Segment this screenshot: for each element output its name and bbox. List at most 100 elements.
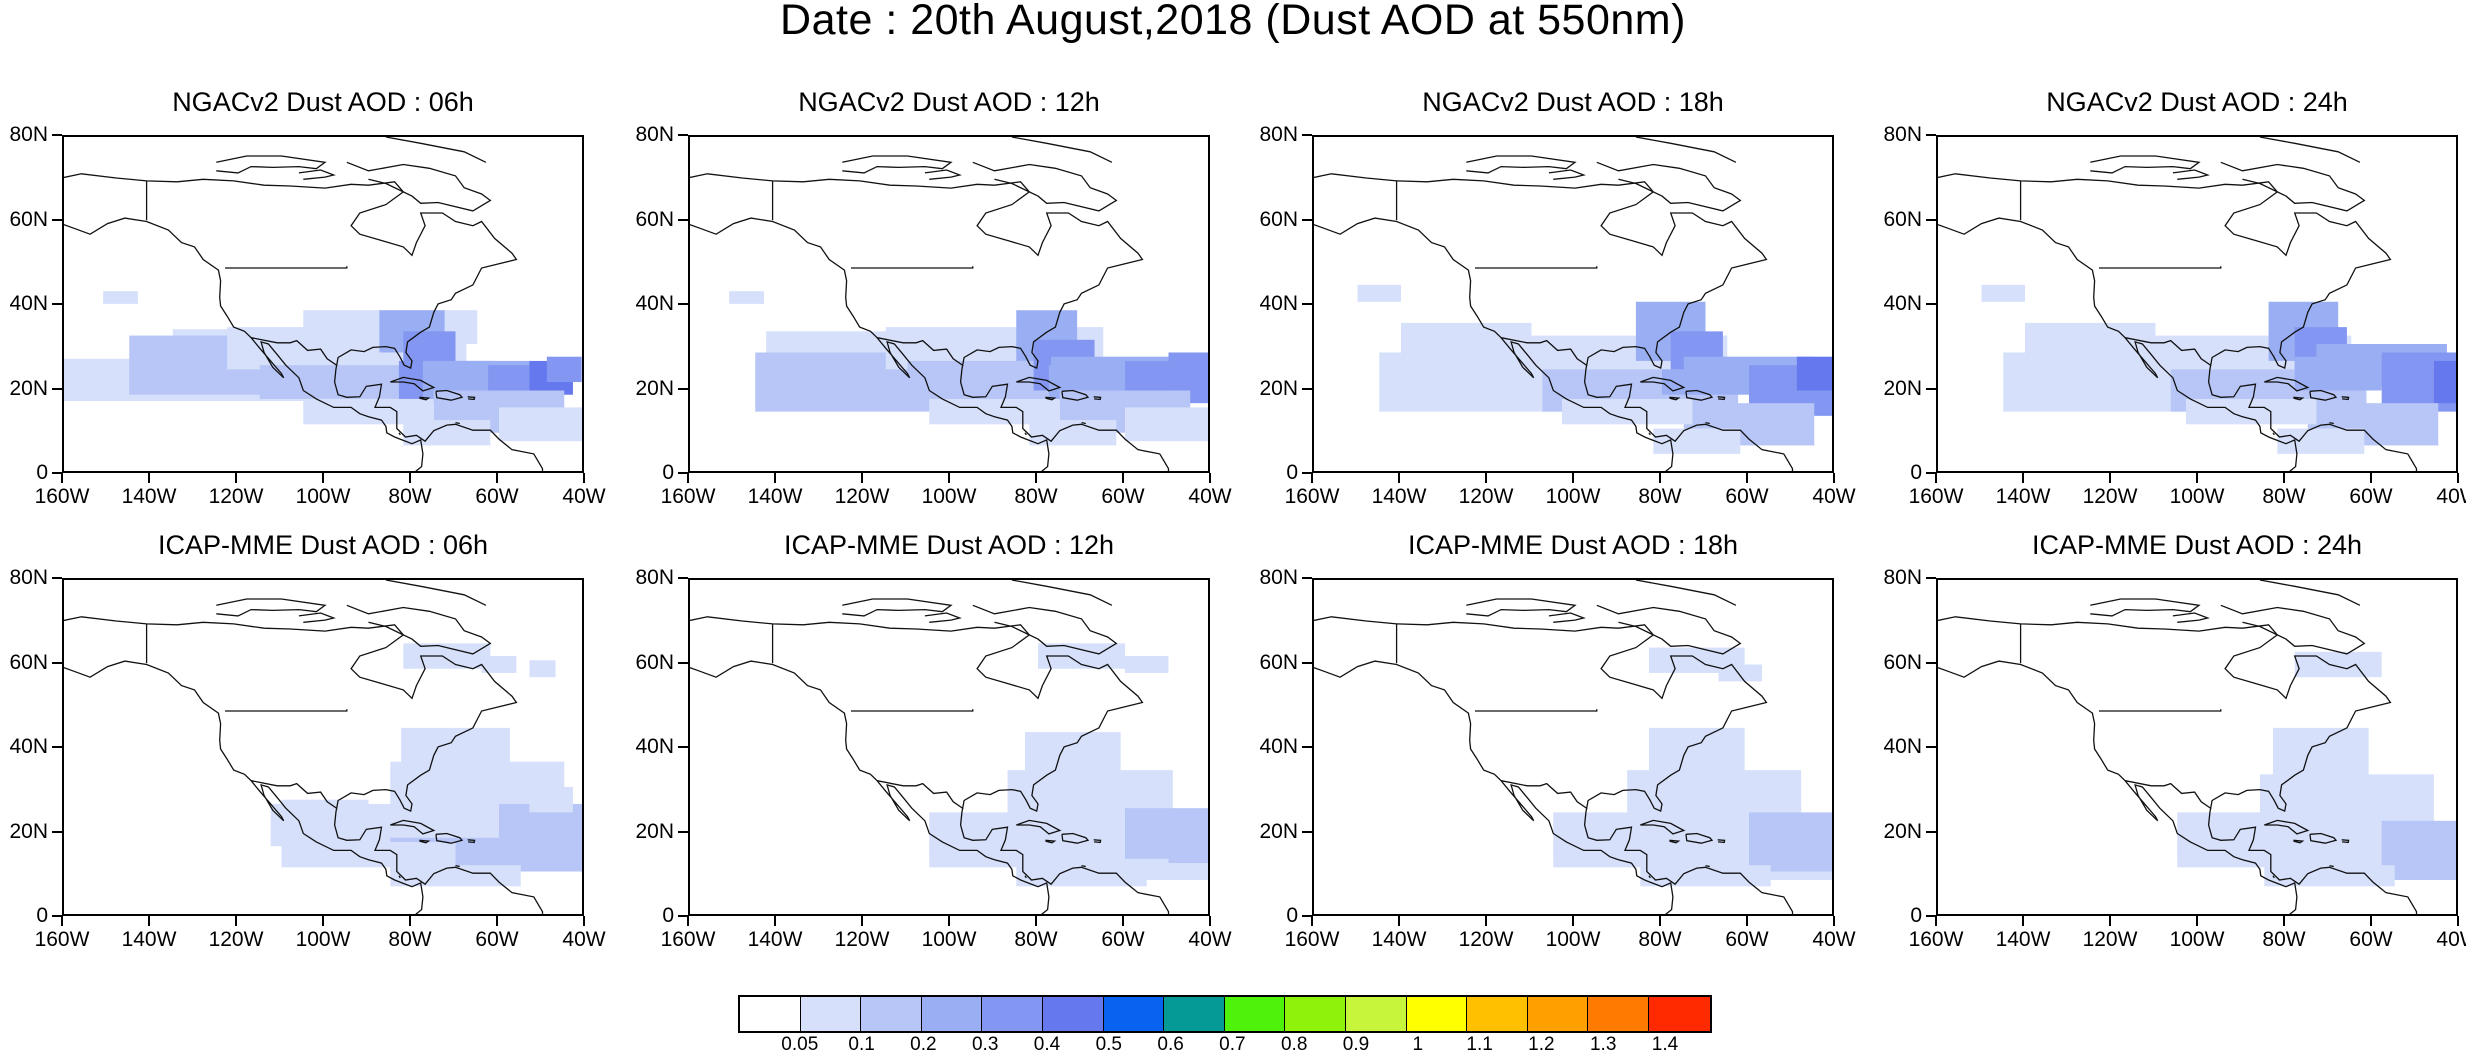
coastline xyxy=(1635,580,1737,606)
coastline xyxy=(1717,839,1726,844)
map-panel: ICAP-MME Dust AOD : 06h 80N 60N 40N 20N 0 160W… xyxy=(9,530,605,951)
lat-tick-label: 0 xyxy=(662,904,674,927)
colorbar-label: 1.3 xyxy=(1589,1034,1617,1055)
coastline xyxy=(1500,337,1588,367)
lat-tick xyxy=(678,303,688,305)
coastline xyxy=(385,580,487,606)
dust-aod-cell xyxy=(1125,407,1208,442)
lon-tick-label: 40W xyxy=(1812,485,1856,508)
lon-tick xyxy=(1035,916,1037,926)
lon-tick xyxy=(61,916,63,926)
coastline xyxy=(1705,421,1710,425)
lon-tick xyxy=(687,916,689,926)
dust-aod-cell xyxy=(1125,656,1169,673)
coastline xyxy=(298,612,336,623)
colorbar-swatch xyxy=(1406,997,1468,1031)
lat-tick-label: 60N xyxy=(635,650,674,674)
coastline xyxy=(1669,396,1681,401)
coastline xyxy=(216,155,327,174)
lon-tick-label: 140W xyxy=(747,928,803,951)
lat-tick xyxy=(1302,134,1312,136)
lon-tick-label: 100W xyxy=(2169,485,2225,508)
coastline xyxy=(690,616,1170,914)
lon-tick-label: 80W xyxy=(2262,928,2306,951)
lon-tick-label: 160W xyxy=(34,928,90,951)
lat-tick-label: 40N xyxy=(1259,735,1298,758)
lon-tick-label: 160W xyxy=(1908,485,1964,508)
coastline xyxy=(419,396,431,401)
coastline xyxy=(435,389,464,401)
lat-tick-label: 0 xyxy=(1910,904,1922,927)
lon-tick-label: 60W xyxy=(1725,485,1769,508)
lon-tick xyxy=(496,916,498,926)
lat-tick xyxy=(678,472,688,474)
coastline xyxy=(1093,839,1102,844)
dust-aod-cell xyxy=(1357,284,1401,302)
lon-tick-label: 140W xyxy=(747,485,803,508)
lon-tick xyxy=(1122,473,1124,483)
lat-tick xyxy=(52,661,62,664)
dust-aod-map xyxy=(690,580,1208,914)
lat-tick xyxy=(1926,218,1936,221)
panel-title: ICAP-MME Dust AOD : 18h xyxy=(1407,530,1739,560)
lat-tick-label: 60N xyxy=(9,207,48,231)
lon-tick-label: 140W xyxy=(1995,485,2051,508)
map-panel: ICAP-MME Dust AOD : 12h 80N 60N 40N 20N 0 160W… xyxy=(635,530,1231,951)
lat-tick xyxy=(1926,746,1936,748)
colorbar-labels: 0.05 0.1 0.2 0.3 0.4 0.5 0.6 0.7 0.8 0.9 1 1.1 1.2 1.… xyxy=(738,1034,1728,1058)
coastline xyxy=(2272,875,2275,879)
lon-tick-label: 60W xyxy=(2349,928,2393,951)
dust-aod-cell xyxy=(390,865,521,887)
coastline xyxy=(972,161,1118,212)
lat-tick-label: 20N xyxy=(635,819,674,843)
lon-tick-label: 120W xyxy=(2082,928,2138,951)
coastline xyxy=(1314,660,1674,914)
lat-tick-label: 0 xyxy=(36,461,48,484)
coastline xyxy=(2172,169,2210,180)
coastline xyxy=(1061,832,1090,844)
coastline xyxy=(2090,598,2201,617)
dust-aod-map xyxy=(64,137,582,471)
lat-tick-label: 60N xyxy=(1883,650,1922,674)
lat-tick xyxy=(52,472,62,474)
dust-aod-cell xyxy=(281,841,456,868)
coastline xyxy=(2264,819,2310,835)
dust-aod-map xyxy=(64,580,582,914)
lat-tick xyxy=(1926,134,1936,136)
coastline xyxy=(1024,432,1027,436)
lon-tick xyxy=(583,916,585,926)
lat-tick-label: 40N xyxy=(9,292,48,315)
coastline xyxy=(2259,580,2361,606)
lon-tick-label: 100W xyxy=(1545,485,1601,508)
map-panel: ICAP-MME Dust AOD : 18h 80N 60N 40N 20N 0 160W… xyxy=(1259,530,1855,951)
coastline xyxy=(250,780,338,810)
coastline xyxy=(1669,839,1681,844)
coastline xyxy=(64,660,424,914)
colorbar-swatch xyxy=(1648,997,1710,1031)
lon-tick-label: 160W xyxy=(1284,928,1340,951)
lon-tick xyxy=(1659,473,1661,483)
coastline xyxy=(419,839,431,844)
lon-tick-label: 40W xyxy=(562,485,606,508)
coastline xyxy=(2124,337,2212,367)
colorbar-swatch xyxy=(1467,997,1528,1031)
lon-tick-label: 120W xyxy=(208,928,264,951)
map-frame xyxy=(1312,578,1834,916)
lat-tick-label: 80N xyxy=(635,566,674,589)
lon-tick-label: 40W xyxy=(1812,928,1856,951)
lon-tick-label: 160W xyxy=(34,485,90,508)
coastline xyxy=(467,396,476,401)
colorbar-label: 1.2 xyxy=(1528,1034,1555,1055)
colorbar-swatch xyxy=(861,997,922,1031)
lat-tick xyxy=(1926,577,1936,579)
lon-tick xyxy=(1398,916,1400,926)
dust-aod-cell xyxy=(529,787,573,813)
coastline xyxy=(1314,173,1794,471)
lon-tick-label: 100W xyxy=(921,928,977,951)
coastline xyxy=(1640,819,1686,835)
coastline xyxy=(346,604,492,655)
coastline xyxy=(2220,604,2366,655)
lon-tick-label: 160W xyxy=(1908,928,1964,951)
coastline xyxy=(346,161,492,212)
lat-tick xyxy=(678,661,688,664)
